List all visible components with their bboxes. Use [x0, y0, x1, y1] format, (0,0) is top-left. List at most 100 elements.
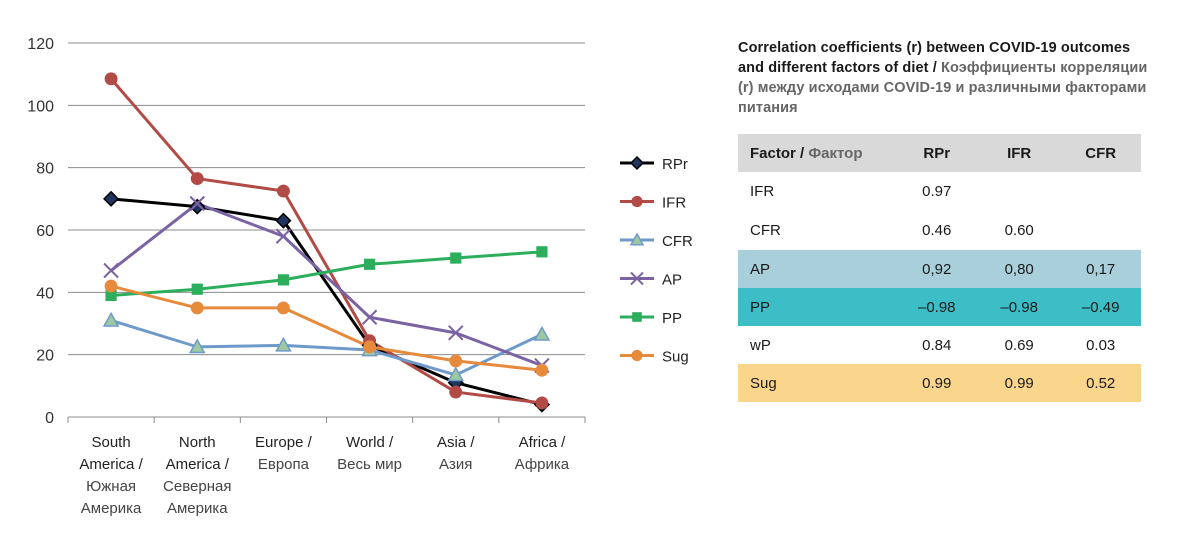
data-point-ifr	[535, 396, 549, 410]
data-point-sug	[276, 301, 290, 315]
header-factor-ru: Фактор	[808, 144, 863, 162]
row-factor: PP	[738, 288, 896, 326]
legend-marker-cfr	[629, 232, 645, 246]
data-point-ifr	[190, 172, 204, 186]
data-point-ap	[448, 325, 464, 341]
header-factor: Factor / Фактор	[738, 134, 896, 172]
row-cfr	[1060, 172, 1141, 211]
row-rpr: 0,92	[895, 249, 978, 288]
line-chart: 0 20 40 60 80 100 120 South America / Южная Америк…	[27, 36, 693, 517]
row-ifr: –0.98	[977, 288, 1061, 326]
legend-label-sug: Sug	[662, 349, 689, 366]
data-point-ap-stroke	[361, 309, 378, 325]
data-point-ap	[361, 309, 378, 325]
table-title-en: Correlation coefficients (r) between COV…	[738, 40, 1131, 76]
row-rpr: 0.97	[895, 172, 978, 211]
data-point-ap-stroke	[189, 195, 205, 212]
data-point-rpr	[275, 212, 292, 229]
data-point-cfr	[447, 366, 465, 382]
row-factor: wP	[738, 326, 896, 364]
legend-marker-ifr	[631, 195, 643, 208]
row-rpr: 0.84	[895, 326, 978, 364]
series-line-ap	[110, 202, 543, 367]
data-point-pp	[450, 252, 462, 264]
table-title: Correlation coefficients (r) between COV…	[738, 38, 1148, 118]
series-line-ifr	[109, 77, 543, 405]
header-factor-en: Factor /	[750, 144, 805, 162]
series-line-cfr	[110, 318, 543, 377]
row-cfr: 0.03	[1060, 326, 1141, 364]
row-cfr	[1060, 210, 1141, 250]
data-point-ap-stroke	[103, 262, 119, 279]
row-ifr: 0.99	[977, 364, 1061, 402]
x-tick-label: North America / Северная Америка	[163, 434, 231, 517]
data-point-pp	[277, 274, 290, 286]
table-row: CFR 0.46 0.60	[738, 210, 1141, 250]
y-tick-label: 80	[36, 161, 54, 178]
data-point-ap-stroke	[275, 228, 292, 244]
y-tick-label: 20	[36, 348, 54, 365]
data-point-ifr	[449, 385, 463, 399]
table-row: AP 0,92 0,80 0,17	[738, 249, 1141, 288]
x-tick-label: Europe / Европа	[255, 434, 313, 473]
table-row: Sug 0.99 0.99 0.52	[738, 364, 1141, 402]
table-row: IFR 0.97	[738, 172, 1141, 211]
row-rpr: 0.46	[895, 210, 978, 250]
header-cfr: CFR	[1060, 134, 1141, 172]
row-rpr: –0.98	[895, 288, 978, 326]
row-ifr: 0,80	[977, 249, 1061, 288]
row-cfr: 0,17	[1060, 249, 1141, 288]
legend-label-pp: PP	[662, 310, 682, 327]
x-tick-label: Asia / Азия	[437, 434, 475, 473]
y-tick-label: 100	[27, 98, 54, 115]
header-ifr: IFR	[977, 134, 1061, 172]
data-point-ifr	[276, 184, 290, 198]
series-line-rpr	[110, 197, 543, 406]
data-point-sug	[449, 354, 463, 368]
data-point-pp	[536, 246, 548, 258]
data-point-rpr	[103, 190, 120, 207]
legend-label-cfr: CFR	[662, 233, 693, 250]
data-point-sug	[535, 363, 549, 377]
row-ifr: 0.69	[977, 326, 1061, 364]
header-rpr: RPr	[895, 134, 978, 172]
legend-marker-ap-stroke	[630, 271, 644, 286]
data-point-cfr	[533, 325, 551, 341]
data-point-sug	[104, 279, 118, 293]
x-tick-label: World / Весь мир	[337, 434, 402, 473]
data-point-cfr	[102, 311, 120, 327]
legend-marker-pp	[632, 312, 642, 322]
data-point-ap	[189, 195, 205, 212]
data-point-pp	[363, 258, 376, 270]
table-title-ru: Коэффициенты корреляции (r) между исхода…	[738, 60, 1148, 116]
table-row: wP 0.84 0.69 0.03	[738, 326, 1141, 364]
data-point-cfr	[275, 336, 292, 352]
legend-label-ap: AP	[662, 272, 682, 289]
chart-svg: 0 20 40 60 80 100 120 South America / Южная Америк…	[27, 36, 693, 517]
y-tick-label: 120	[27, 36, 54, 53]
legend-marker-rpr	[629, 155, 645, 171]
data-point-sug	[190, 301, 204, 315]
legend-label-rpr: RPr	[662, 156, 688, 173]
data-point-ap	[275, 228, 292, 244]
data-point-pp	[105, 289, 117, 302]
row-factor: Sug	[738, 364, 896, 402]
row-cfr: –0.49	[1060, 288, 1141, 326]
series-line-pp	[110, 250, 543, 297]
data-point-cfr	[188, 338, 206, 354]
correlation-table-panel: Correlation coefficients (r) between COV…	[738, 38, 1148, 402]
row-factor: CFR	[738, 210, 896, 250]
legend-marker-sug	[631, 349, 643, 362]
y-tick-label: 60	[36, 223, 54, 240]
data-point-ap	[103, 262, 119, 279]
x-tick-label: South America / Южная Америка	[79, 434, 143, 517]
row-cfr: 0.52	[1060, 364, 1141, 402]
legend-label-ifr: IFR	[662, 195, 686, 212]
series-line-sug	[110, 284, 543, 372]
y-tick-label: 40	[36, 285, 54, 302]
table-row: PP –0.98 –0.98 –0.49	[738, 288, 1141, 326]
data-point-pp	[191, 283, 203, 295]
data-point-ifr	[104, 72, 118, 86]
legend-marker-ap	[630, 271, 644, 286]
row-ifr	[977, 172, 1061, 211]
